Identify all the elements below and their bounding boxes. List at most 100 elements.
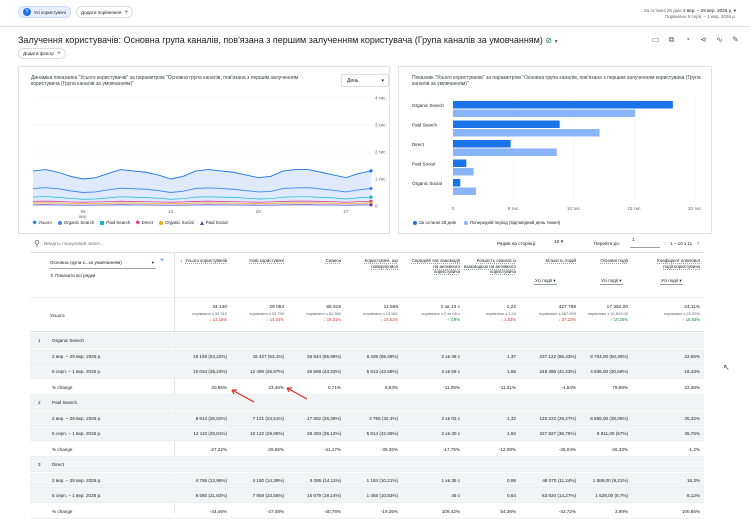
group-name: Paid Search bbox=[52, 395, 77, 410]
column-header[interactable]: Середній час взаємодії на активного кори… bbox=[408, 258, 460, 275]
bar-previous[interactable] bbox=[453, 168, 474, 176]
legend-item[interactable]: Paid Search bbox=[100, 220, 130, 225]
search-input[interactable] bbox=[44, 239, 174, 249]
rows-per-page-select[interactable]: 10 ▾ bbox=[554, 240, 563, 245]
group-name: Organic Search bbox=[52, 333, 84, 348]
event-selector[interactable]: Усі події ▾ bbox=[600, 278, 623, 285]
event-selector[interactable]: Усі події ▾ bbox=[534, 278, 557, 285]
share-icon[interactable]: ⋖ bbox=[699, 35, 708, 44]
prev-page-icon[interactable]: ‹ bbox=[664, 240, 666, 247]
table-cell: -1,2% bbox=[640, 442, 700, 457]
legend-label: Paid Search bbox=[106, 220, 130, 225]
table-cell: 8 704,00 (50,45%) bbox=[568, 349, 628, 364]
table-cell: -35,36% bbox=[338, 442, 398, 457]
plus-icon: + bbox=[124, 9, 128, 16]
chevron-down-icon[interactable]: ▾ bbox=[555, 39, 558, 45]
table-cell: -29,65% bbox=[224, 442, 284, 457]
table-cell: 35,32% bbox=[640, 411, 700, 426]
table-row: 5 серп. – 1 вер. 2026 р.8 580 (21,83%)7 … bbox=[30, 488, 704, 503]
table-row: 2 вер. – 29 вер. 2026 р.4 765 (13,96%)4 … bbox=[30, 473, 704, 488]
dot-icon bbox=[58, 221, 62, 225]
bar-previous[interactable] bbox=[453, 110, 635, 118]
divider bbox=[30, 331, 704, 332]
row-label: % change bbox=[52, 504, 72, 519]
column-header[interactable]: Сеанси bbox=[289, 258, 341, 264]
date-dropdown-icon: ▾ bbox=[734, 8, 736, 13]
column-header[interactable]: Коефіцієнт ключової події користувача bbox=[648, 258, 700, 269]
bar-current[interactable] bbox=[453, 179, 460, 187]
row-label: 5 серп. – 1 вер. 2026 р. bbox=[52, 364, 101, 379]
table-cell: -40,78% bbox=[281, 504, 341, 519]
table-cell: 5 814 (42,85%) bbox=[338, 426, 398, 441]
table-cell: -19,35% bbox=[338, 504, 398, 519]
table-cell: 3,99% bbox=[568, 504, 628, 519]
show-all-rows-toggle[interactable]: ⇕ Показати всі рядки bbox=[50, 273, 95, 279]
bar-current[interactable] bbox=[453, 160, 466, 168]
divider bbox=[30, 297, 704, 298]
legend-item[interactable]: Усього bbox=[33, 220, 52, 225]
legend-item[interactable]: Organic Social bbox=[159, 220, 194, 225]
column-header[interactable]: Кількість сеансів із взаємодією на актив… bbox=[464, 258, 516, 275]
dimension-selector[interactable]: Основна група к...за умовчанням)▾ bbox=[50, 258, 156, 269]
compare-icon[interactable]: ⧉ bbox=[667, 35, 676, 44]
table-cell: 6 435 (55,48%) bbox=[338, 349, 398, 364]
x-tick-label: 13 bbox=[168, 209, 173, 214]
table-cell: 10 122 (29,95%) bbox=[224, 426, 284, 441]
expand-icon: ⇕ bbox=[50, 273, 54, 278]
x-tick-label: 5 тис. bbox=[508, 206, 520, 211]
column-header[interactable]: Основні події bbox=[576, 258, 628, 264]
table-cell: 29 493 (36,12%) bbox=[281, 426, 341, 441]
table-cell: 8 814 (25,82%) bbox=[167, 411, 227, 426]
column-header[interactable]: Кількість подій bbox=[524, 258, 576, 264]
row-label: 5 серп. – 1 вер. 2026 р. bbox=[52, 488, 101, 503]
table-row: 2 вер. – 29 вер. 2026 р.8 814 (25,82%)7 … bbox=[30, 411, 704, 426]
table-cell: -26,33% bbox=[568, 442, 628, 457]
divider bbox=[30, 252, 704, 253]
table-cell: 4 836,00 (30,59%) bbox=[568, 364, 628, 379]
insights-icon[interactable]: ◔ bbox=[683, 35, 692, 44]
bar-current[interactable] bbox=[453, 140, 511, 148]
legend-item[interactable]: Organic Search bbox=[58, 220, 95, 225]
table-cell: 1 184 (10,21%) bbox=[338, 473, 398, 488]
goto-input[interactable]: 1 bbox=[630, 238, 660, 248]
check-circle-icon: ⊘ bbox=[545, 36, 552, 45]
add-dimension-icon[interactable]: + bbox=[160, 257, 164, 264]
table-cell: 12 496 (36,97%) bbox=[224, 364, 284, 379]
table-cell: 17 352 (26,36%) bbox=[281, 411, 341, 426]
row-label: 2 вер. – 29 вер. 2026 р. bbox=[52, 411, 101, 426]
category-label: Paid Search bbox=[412, 123, 437, 128]
bar-previous[interactable] bbox=[453, 149, 557, 157]
table-cell: 8 580 (21,83%) bbox=[167, 488, 227, 503]
bar-current[interactable] bbox=[453, 101, 673, 109]
add-comparison-button[interactable]: Додати порівняння + bbox=[76, 6, 133, 18]
legend-item[interactable]: Paid Social bbox=[200, 220, 228, 225]
table-cell: 15 034 (38,24%) bbox=[167, 364, 227, 379]
column-header[interactable]: Нові користувачі bbox=[232, 258, 284, 264]
table-cell: 2 хв 03 с bbox=[400, 411, 460, 426]
date-range-picker[interactable]: За останні 28 днів 2 вер. – 29 вер. 2026… bbox=[644, 8, 736, 20]
report-icon[interactable]: ▭ bbox=[651, 35, 660, 44]
event-selector[interactable]: Усі події ▾ bbox=[660, 278, 683, 285]
edit-icon[interactable]: ✎ bbox=[731, 35, 740, 44]
sort-arrow-icon[interactable]: ↓ bbox=[180, 258, 183, 264]
legend-item[interactable]: Direct bbox=[136, 220, 153, 225]
table-row: % change-27,22%-29,65%-41,17%-35,36%-17,… bbox=[30, 442, 704, 457]
table-row: 5 серп. – 1 вер. 2026 р.12 110 (30,81%)1… bbox=[30, 426, 704, 441]
bar-previous[interactable] bbox=[453, 188, 476, 196]
next-page-icon[interactable]: › bbox=[697, 240, 699, 247]
segment-chip[interactable]: Y Усі користувачі bbox=[18, 6, 71, 18]
add-filter-button[interactable]: Додати фільтр + bbox=[18, 48, 66, 59]
bar-current[interactable] bbox=[453, 121, 560, 129]
trend-icon[interactable]: ∿ bbox=[715, 35, 724, 44]
column-header[interactable]: Користувачі, що повернулися bbox=[346, 258, 398, 269]
table-cell: 16,3% bbox=[640, 473, 700, 488]
bar-previous[interactable] bbox=[453, 129, 600, 137]
table-cell: 1 589,00 (9,21%) bbox=[568, 473, 628, 488]
column-header[interactable]: Усього користувачів bbox=[175, 258, 227, 264]
